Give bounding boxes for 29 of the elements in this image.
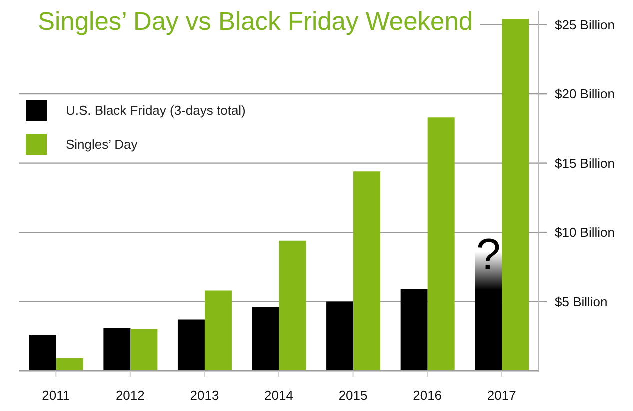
chart-title: Singles’ Day vs Black Friday Weekend <box>0 7 480 37</box>
bar <box>204 290 232 371</box>
bar <box>354 172 381 371</box>
bar <box>400 289 428 371</box>
bar <box>130 329 158 371</box>
bar <box>252 307 280 371</box>
legend-label: U.S. Black Friday (3-days total) <box>66 103 246 118</box>
x-tick-label: 2014 <box>264 388 294 404</box>
x-tick-label: 2012 <box>116 388 145 404</box>
annotation: ? <box>476 230 501 280</box>
bar <box>502 19 530 371</box>
bar <box>428 118 455 371</box>
bar <box>56 358 84 371</box>
y-tick-label: $25 Billion <box>555 17 615 32</box>
x-tick-label: 2015 <box>338 388 368 404</box>
y-tick-label: $15 Billion <box>555 156 615 171</box>
legend-label: Singles’ Day <box>66 137 138 152</box>
bar <box>29 335 56 371</box>
bar <box>104 328 131 371</box>
x-tick-label: 2011 <box>42 388 70 404</box>
x-tick-label: 2013 <box>190 388 220 404</box>
x-tick-label: 2016 <box>413 388 442 404</box>
bar <box>279 240 306 371</box>
bar <box>326 302 354 371</box>
y-tick-label: $10 Billion <box>555 225 615 240</box>
x-tick-label: 2017 <box>487 388 516 404</box>
y-tick-label: $5 Billion <box>555 294 608 310</box>
y-tick-label: $20 Billion <box>555 86 615 102</box>
bar <box>178 320 205 371</box>
